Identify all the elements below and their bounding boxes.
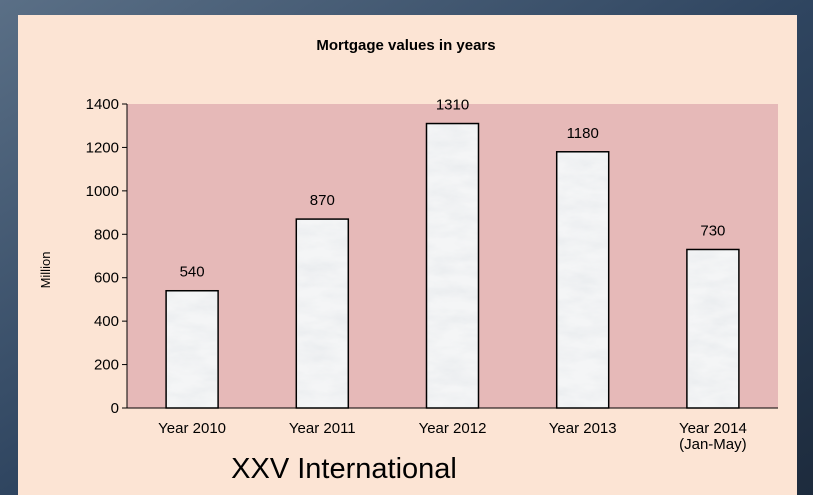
y-axis-label: Million — [38, 252, 53, 289]
y-tick-label: 600 — [94, 270, 119, 287]
y-tick-label: 1000 — [86, 183, 119, 200]
y-tick-label: 1200 — [86, 139, 119, 156]
y-tick-label: 1400 — [86, 96, 119, 113]
data-label: 540 — [180, 264, 205, 281]
bar-texture — [297, 220, 347, 407]
x-tick-label: Year 2013 — [531, 421, 635, 437]
data-label: 870 — [310, 192, 335, 209]
y-tick-label: 800 — [94, 226, 119, 243]
y-tick-label: 0 — [111, 400, 119, 417]
y-tick-label: 200 — [94, 357, 119, 374]
page: {"chart_data": {"type": "bar", "title": … — [0, 0, 813, 495]
bar-texture — [167, 292, 217, 407]
data-label: 1180 — [567, 125, 599, 142]
data-label: 730 — [700, 222, 725, 239]
bar-texture — [688, 250, 738, 407]
data-label: 1310 — [436, 97, 469, 114]
x-tick-label: Year 2012 — [401, 421, 505, 437]
bar-texture — [428, 125, 478, 407]
chart-title: Mortgage values in years — [316, 37, 495, 54]
x-tick-label: Year 2010 — [140, 421, 244, 437]
overlay-text: XXV International — [231, 453, 457, 485]
x-tick-label: Year 2011 — [270, 421, 374, 437]
bar-texture — [558, 153, 608, 407]
y-tick-label: 400 — [94, 313, 119, 330]
x-tick-label: Year 2014 (Jan-May) — [661, 421, 765, 453]
